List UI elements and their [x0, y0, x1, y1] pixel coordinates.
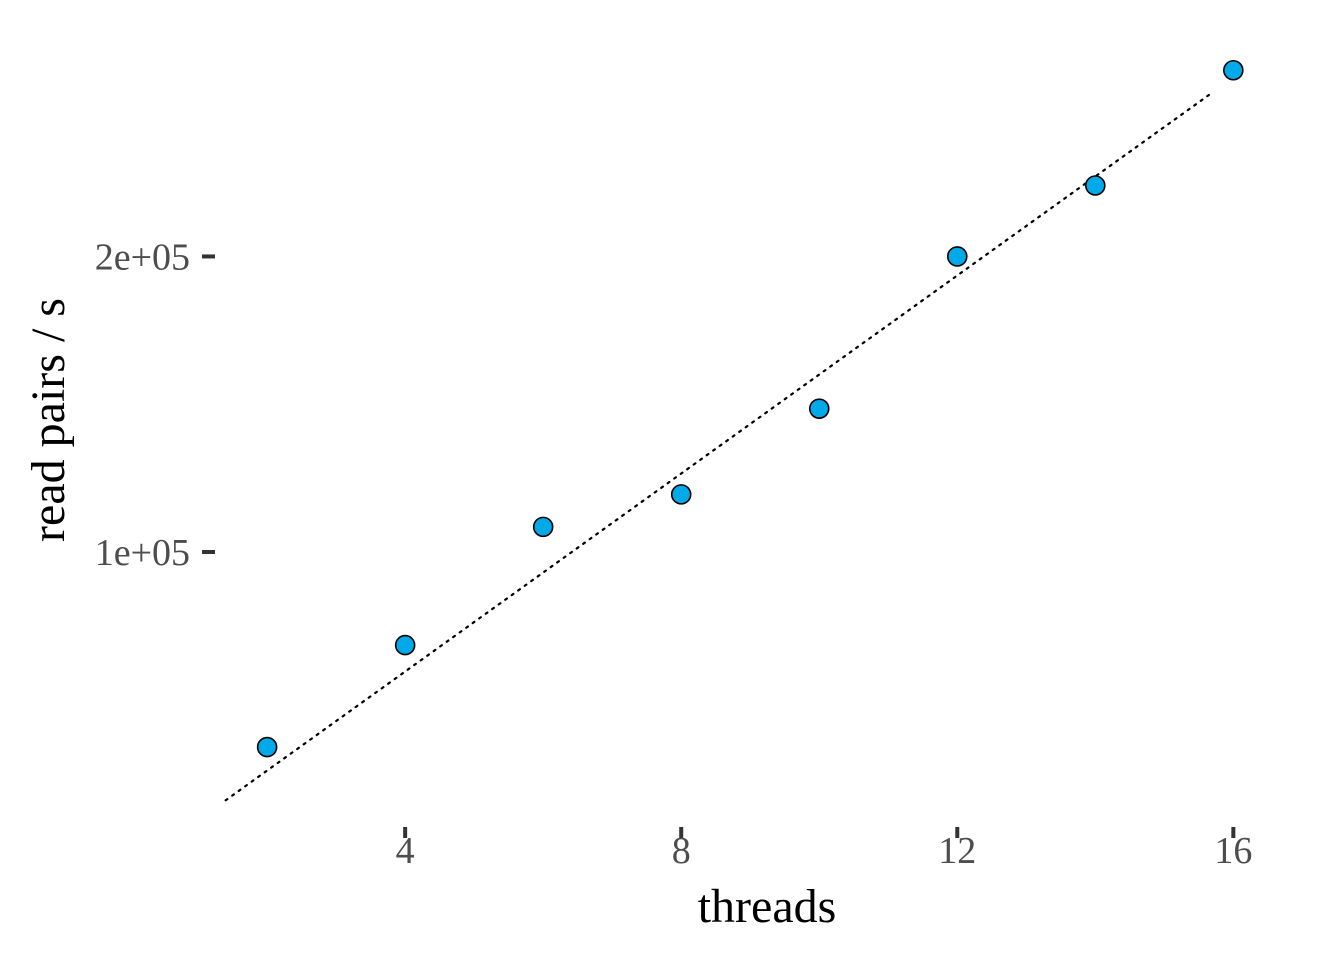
data-point: [532, 516, 554, 538]
data-point: [394, 634, 416, 656]
x-axis-title: threads: [698, 880, 837, 933]
y-tick-label: 1e+05: [95, 532, 190, 574]
data-point: [946, 246, 968, 267]
y-axis-title: read pairs / s: [22, 298, 75, 542]
data-point: [1223, 59, 1244, 81]
reference-line-layer: [224, 93, 1211, 802]
axes: 4 8 12 16 1e+05 2e+05: [95, 236, 1253, 872]
data-point: [670, 484, 692, 505]
data-points: [256, 59, 1244, 758]
x-tick-label: 4: [396, 830, 415, 872]
x-tick-label: 16: [1214, 830, 1252, 872]
y-tick-label: 2e+05: [95, 236, 190, 278]
x-tick-label: 12: [938, 830, 976, 872]
reference-line: [224, 93, 1211, 802]
x-tick-label: 8: [672, 830, 691, 872]
data-point: [808, 398, 830, 419]
data-point: [256, 736, 278, 758]
data-point: [1085, 175, 1106, 196]
